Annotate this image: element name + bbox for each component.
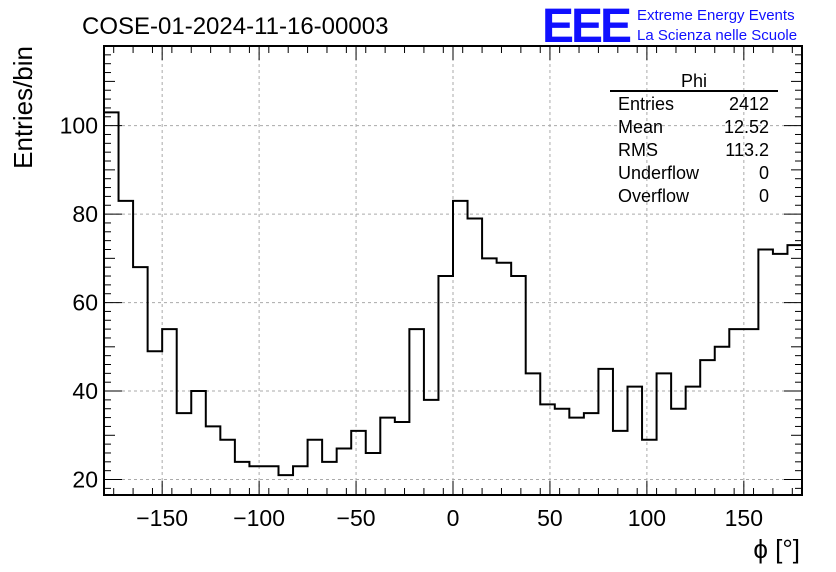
- y-tick-label: 60: [72, 290, 98, 316]
- y-tick-label: 80: [72, 201, 98, 227]
- y-tick-label: 20: [72, 467, 98, 493]
- stats-row-label: Entries: [618, 94, 674, 114]
- y-axis-label: Entries/bin: [8, 46, 38, 169]
- logo-mark: EEE: [542, 0, 631, 53]
- y-tick-labels: 20 40 60 80 100: [60, 113, 98, 493]
- x-tick-label: 0: [447, 505, 460, 531]
- grid: [104, 46, 802, 495]
- stats-row-value: 0: [759, 163, 769, 183]
- x-tick-label: −100: [233, 505, 285, 531]
- x-axis-label: ϕ [°]: [753, 534, 800, 564]
- chart-title: COSE-01-2024-11-16-00003: [82, 13, 388, 40]
- x-tick-labels: −150 −100 −50 0 50 100 150: [136, 505, 763, 531]
- logo-line-2: La Scienza nelle Scuole: [637, 27, 797, 44]
- stats-row-value: 113.2: [725, 140, 769, 160]
- stats-row-label: Mean: [618, 117, 663, 137]
- x-tick-label: 50: [537, 505, 563, 531]
- axis-ticks: [104, 46, 802, 495]
- y-tick-label: 100: [60, 113, 98, 139]
- eee-logo: EEE Extreme Energy Events La Scienza nel…: [542, 0, 797, 53]
- stats-row-value: 2412: [729, 94, 769, 114]
- y-tick-label: 40: [72, 378, 98, 404]
- histogram-outline: [103, 111, 803, 495]
- stats-box-title: Phi: [681, 71, 707, 91]
- x-tick-label: 150: [725, 505, 763, 531]
- stats-row-value: 12.52: [724, 117, 769, 137]
- x-tick-label: 100: [628, 505, 666, 531]
- stats-row-label: Overflow: [618, 186, 690, 206]
- stats-box: Phi Entries 2412 Mean 12.52 RMS 113.2 Underflo…: [610, 71, 778, 206]
- stats-row-label: RMS: [618, 140, 658, 160]
- stats-rows: Entries 2412 Mean 12.52 RMS 113.2 Underflow 0 Ov…: [618, 94, 769, 206]
- stats-row-label: Underflow: [618, 163, 700, 183]
- stats-row-value: 0: [759, 186, 769, 206]
- logo-line-1: Extreme Energy Events: [637, 7, 795, 24]
- x-tick-label: −50: [337, 505, 376, 531]
- x-tick-label: −150: [136, 505, 188, 531]
